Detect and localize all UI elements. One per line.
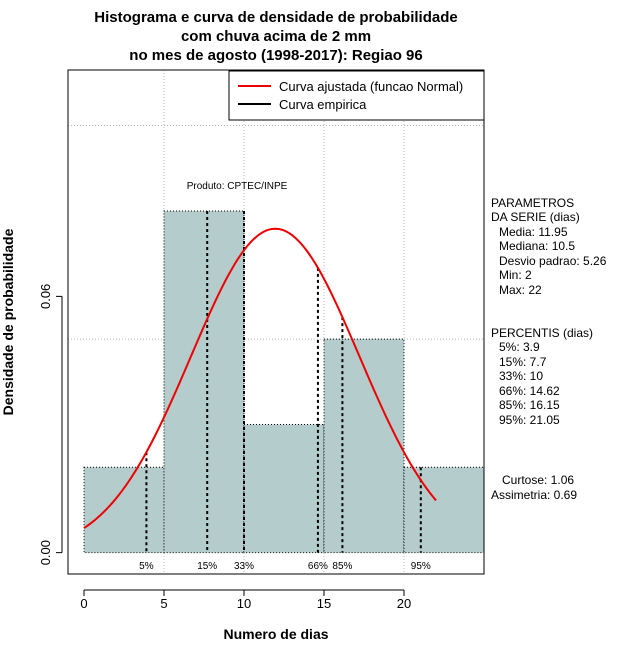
stats-panel: PARAMETROS DA SERIE (dias) Media: 11.95 …: [491, 196, 607, 502]
percentil-5: 5%: 3.9: [499, 340, 540, 354]
legend-label-empirical: Curva empirica: [279, 97, 367, 112]
percentile-label: 33%: [234, 561, 254, 572]
params-title-2: DA SERIE (dias): [491, 210, 580, 224]
chart-title-line-2: com chuva acima de 2 mm: [181, 28, 371, 45]
percentis-title: PERCENTIS (dias): [491, 326, 593, 340]
percentile-label: 66%: [308, 561, 328, 572]
chart-title-line-1: Histograma e curva de densidade de proba…: [94, 9, 457, 26]
percentil-33: 33%: 10: [499, 369, 543, 383]
x-tick-label: 10: [237, 596, 251, 611]
legend-label-normal: Curva ajustada (funcao Normal): [279, 79, 463, 94]
percentile-label: 15%: [197, 561, 217, 572]
normal-curve-layer: [83, 227, 437, 529]
param-mediana: Mediana: 10.5: [499, 239, 575, 253]
x-tick-label: 0: [80, 596, 87, 611]
histogram-bar: [403, 466, 485, 554]
y-tick-label: 0.06: [38, 284, 53, 309]
histogram-bars: [83, 210, 485, 554]
assimetria: Assimetria: 0.69: [491, 488, 577, 502]
param-desvio: Desvio padrao: 5.26: [499, 254, 607, 268]
percentil-15: 15%: 7.7: [499, 355, 547, 369]
curtose: Curtose: 1.06: [502, 473, 574, 487]
param-media: Media: 11.95: [499, 225, 568, 239]
legend: Curva ajustada (funcao Normal) Curva emp…: [228, 70, 485, 121]
legend-box: [228, 70, 485, 121]
percentil-85: 85%: 16.15: [499, 398, 560, 412]
y-axis-title: Densidade de probabilidade: [0, 228, 16, 415]
percentil-95: 95%: 21.05: [499, 413, 560, 427]
axes: 0 5 10 15 20 0.00 0.06: [38, 284, 411, 611]
x-axis-title: Numero de dias: [223, 626, 328, 642]
histogram-bar: [243, 424, 325, 554]
product-label: Produto: CPTEC/INPE: [187, 181, 288, 192]
param-max: Max: 22: [499, 283, 542, 297]
x-tick-label: 15: [317, 596, 331, 611]
normal-curve: [83, 227, 437, 529]
x-tick-label: 5: [160, 596, 167, 611]
param-min: Min: 2: [499, 268, 532, 282]
histogram-bar: [163, 210, 245, 554]
percentile-label: 5%: [139, 561, 154, 572]
histogram-bar: [323, 338, 405, 554]
params-title-1: PARAMETROS: [491, 196, 574, 210]
y-tick-label: 0.00: [38, 540, 53, 565]
percentile-label: 95%: [411, 561, 431, 572]
x-tick-label: 20: [397, 596, 411, 611]
percentile-markers: 5% 15% 33% 66% 85% 95%: [139, 210, 431, 572]
percentil-66: 66%: 14.62: [499, 384, 560, 398]
plot-frame: [67, 69, 485, 575]
chart-title-line-3: no mes de agosto (1998-2017): Regiao 96: [129, 47, 422, 64]
percentile-label: 85%: [332, 561, 352, 572]
histogram-bar: [83, 466, 165, 554]
